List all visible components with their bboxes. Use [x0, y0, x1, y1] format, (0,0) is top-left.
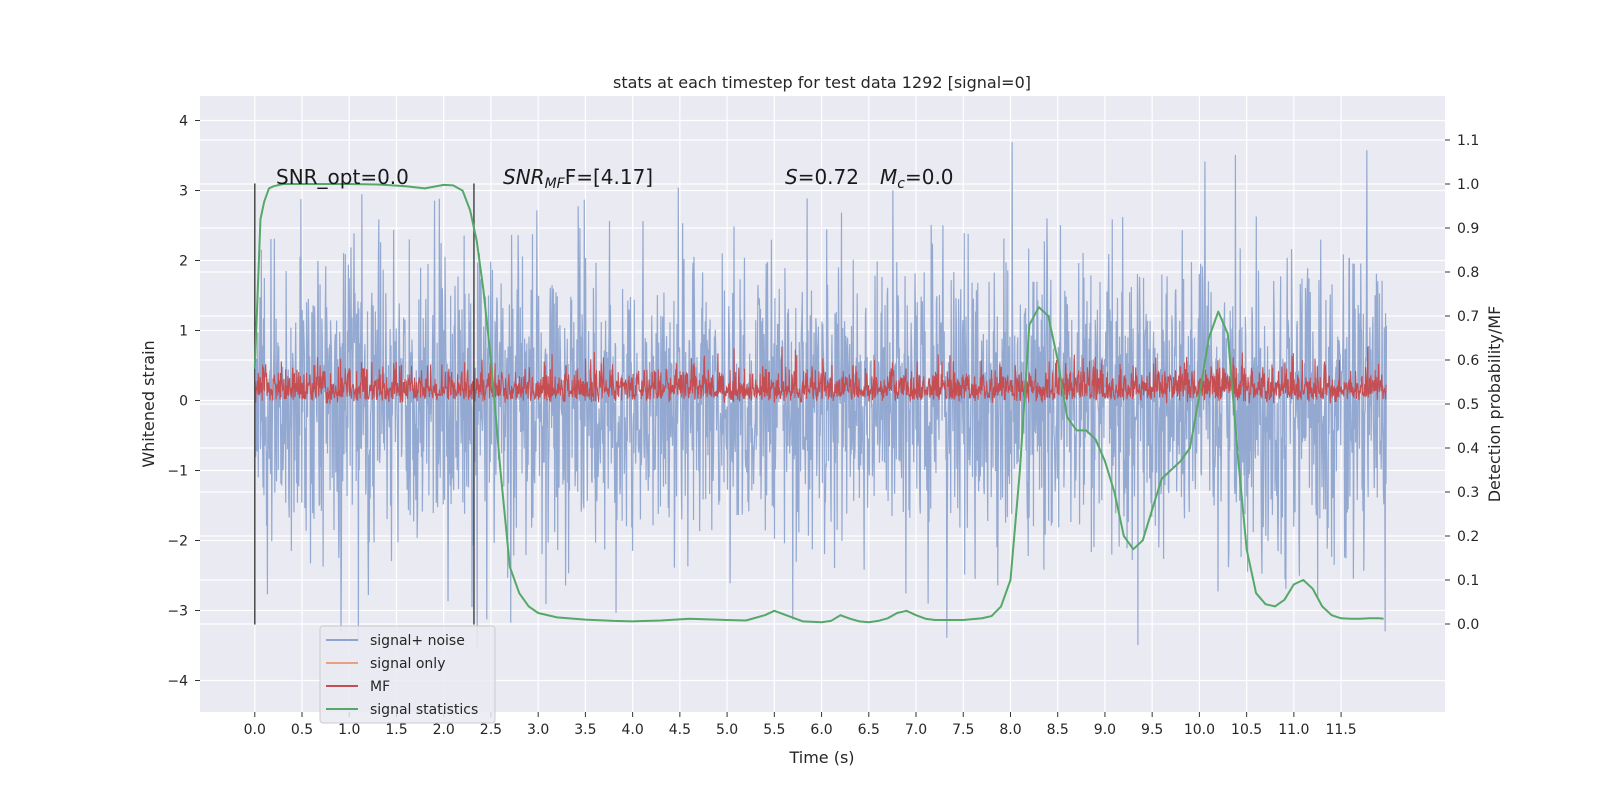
right-y-tick-label: 0.7 — [1457, 309, 1479, 325]
right-y-tick-label: 0.3 — [1457, 485, 1479, 501]
left-y-tick-label: 4 — [179, 114, 188, 130]
left-y-tick-label: −1 — [167, 464, 188, 480]
left-y-tick-label: −4 — [167, 674, 188, 690]
x-tick-label: 1.0 — [338, 722, 360, 738]
right-y-tick-label: 0.0 — [1457, 617, 1479, 633]
annotation-s-name: S — [785, 165, 798, 189]
x-tick-label: 3.0 — [527, 722, 549, 738]
mf-line — [254, 346, 1387, 404]
left-y-tick-labels: −4 −3 −2 −1 0 1 2 3 4 — [167, 114, 200, 690]
right-y-tick-label: 0.2 — [1457, 529, 1479, 545]
left-y-tick-label: −2 — [167, 534, 188, 550]
right-y-tick-label: 0.1 — [1457, 573, 1479, 589]
gridlines — [200, 96, 1445, 712]
legend: signal+ noise signal only MF signal stat… — [319, 625, 496, 724]
annotation-mc-name: M — [880, 165, 897, 189]
left-y-tick-label: 0 — [179, 394, 188, 410]
right-y-tick-label: 1.1 — [1457, 133, 1479, 149]
right-y-tick-label: 0.8 — [1457, 265, 1479, 281]
x-tick-label: 7.0 — [905, 722, 927, 738]
legend-box — [319, 625, 496, 724]
x-tick-label: 2.5 — [480, 722, 502, 738]
annotation-snr-mf-name: SNR — [503, 165, 545, 189]
annotation-s-value: =0.72 — [798, 165, 859, 189]
annotation-snr-mf-tail: F=[4.17] — [565, 165, 653, 189]
x-tick-label: 10.5 — [1231, 722, 1262, 738]
left-y-axis-label: Whitened strain — [139, 340, 158, 467]
right-y-tick-label: 0.6 — [1457, 353, 1479, 369]
right-y-tick-label: 0.4 — [1457, 441, 1479, 457]
chart-title: stats at each timestep for test data 129… — [613, 73, 1031, 92]
annotation-mc-value: =0.0 — [905, 165, 954, 189]
legend-label-mf: MF — [370, 679, 390, 695]
x-tick-label: 6.0 — [810, 722, 832, 738]
annotation-snr-mf: SNRMFF=[4.17] — [503, 165, 653, 192]
x-tick-label: 11.5 — [1326, 722, 1357, 738]
annotation-mc: Mc=0.0 — [880, 165, 954, 192]
annotation-s: S=0.72 — [785, 165, 859, 189]
x-tick-label: 8.0 — [999, 722, 1021, 738]
legend-label-signal-only: signal only — [370, 656, 445, 672]
left-y-tick-label: 3 — [179, 184, 188, 200]
x-tick-label: 1.5 — [385, 722, 407, 738]
x-axis-label: Time (s) — [788, 748, 854, 767]
left-y-tick-label: 1 — [179, 324, 188, 340]
legend-label-statistics: signal statistics — [370, 702, 478, 718]
x-tick-label: 5.5 — [763, 722, 785, 738]
x-tick-label: 8.5 — [1047, 722, 1069, 738]
x-tick-label: 10.0 — [1184, 722, 1215, 738]
mf-series — [254, 346, 1387, 404]
right-y-tick-labels: 0.0 0.1 0.2 0.3 0.4 0.5 0.6 0.7 0.8 0.9 1.0 1.1 — [1445, 133, 1479, 633]
x-tick-label: 3.5 — [574, 722, 596, 738]
x-tick-label: 2.0 — [433, 722, 455, 738]
x-tick-label: 9.5 — [1141, 722, 1163, 738]
vertical-markers — [254, 183, 475, 625]
x-tick-labels: 0.0 0.5 1.0 1.5 2.0 2.5 3.0 3.5 4.0 4.5 5.0 5.5 6.0 6… — [244, 712, 1357, 738]
left-y-tick-label: 2 — [179, 254, 188, 270]
x-tick-label: 6.5 — [858, 722, 880, 738]
x-tick-label: 0.5 — [291, 722, 313, 738]
right-y-axis-label: Detection probability/MF — [1485, 306, 1504, 503]
x-tick-label: 5.0 — [716, 722, 738, 738]
x-tick-label: 0.0 — [244, 722, 266, 738]
signal-noise-line — [254, 142, 1388, 647]
annotation-mc-sub: c — [897, 176, 905, 192]
annotation-snr-mf-sub: MF — [545, 176, 566, 192]
x-tick-label: 11.0 — [1278, 722, 1309, 738]
x-tick-label: 7.5 — [952, 722, 974, 738]
x-tick-label: 4.0 — [621, 722, 643, 738]
x-tick-label: 4.5 — [669, 722, 691, 738]
signal-noise-series — [254, 142, 1388, 647]
legend-label-noise: signal+ noise — [370, 633, 465, 649]
right-y-tick-label: 1.0 — [1457, 177, 1479, 193]
left-y-tick-label: −3 — [167, 604, 188, 620]
signal-statistics-line — [253, 183, 1384, 624]
right-y-tick-label: 0.9 — [1457, 221, 1479, 237]
signal-statistics-series — [253, 183, 1384, 624]
annotation-snr-opt: SNR_opt=0.0 — [276, 165, 409, 189]
right-y-tick-label: 0.5 — [1457, 397, 1479, 413]
x-tick-label: 9.0 — [1094, 722, 1116, 738]
